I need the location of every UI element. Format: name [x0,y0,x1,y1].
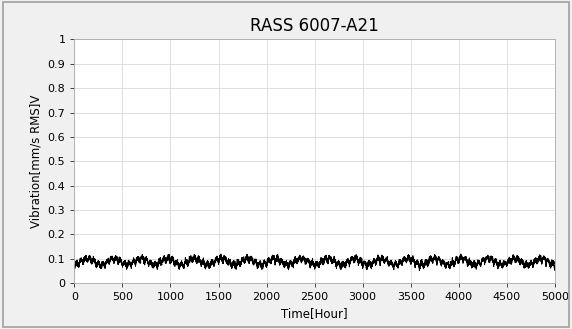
Title: RASS 6007-A21: RASS 6007-A21 [250,17,379,35]
Y-axis label: Vibration[mm/s RMS]V: Vibration[mm/s RMS]V [29,94,42,228]
X-axis label: Time[Hour]: Time[Hour] [281,308,348,320]
